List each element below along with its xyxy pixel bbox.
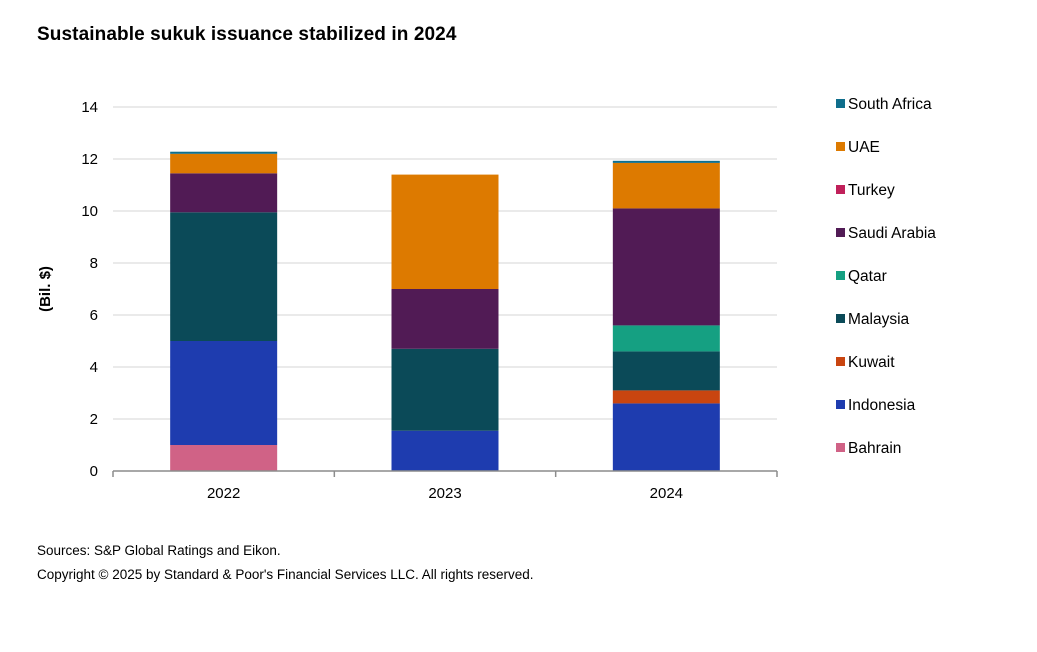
copyright-note: Copyright © 2025 by Standard & Poor's Fi… bbox=[37, 567, 534, 582]
legend-swatch bbox=[836, 142, 845, 151]
legend-label: Qatar bbox=[848, 268, 887, 285]
bar-segment-uae bbox=[391, 174, 499, 289]
y-tick-label: 0 bbox=[90, 463, 98, 480]
y-tick-label: 12 bbox=[81, 151, 98, 168]
y-tick-label: 10 bbox=[81, 203, 98, 220]
bar-segment-qatar bbox=[612, 325, 720, 352]
bar-segment-malaysia bbox=[391, 348, 499, 431]
bar-segment-saudi-arabia bbox=[612, 208, 720, 326]
legend-label: South Africa bbox=[848, 96, 932, 113]
bar-segment-uae bbox=[170, 153, 278, 174]
bar-segment-kuwait bbox=[612, 390, 720, 404]
y-tick-label: 14 bbox=[81, 99, 98, 116]
x-tick-label: 2022 bbox=[207, 485, 240, 502]
legend-swatch bbox=[836, 443, 845, 452]
legend-swatch bbox=[836, 314, 845, 323]
bar-segment-indonesia bbox=[170, 341, 278, 445]
chart-title: Sustainable sukuk issuance stabilized in… bbox=[37, 24, 457, 45]
legend-label: Turkey bbox=[848, 182, 895, 199]
legend-label: UAE bbox=[848, 139, 880, 156]
bar-segment-malaysia bbox=[612, 351, 720, 391]
legend-swatch bbox=[836, 99, 845, 108]
y-axis-label: (Bil. $) bbox=[37, 266, 54, 312]
legend-swatch bbox=[836, 357, 845, 366]
legend-swatch bbox=[836, 400, 845, 409]
legend-label: Malaysia bbox=[848, 311, 910, 328]
legend-label: Kuwait bbox=[848, 354, 895, 371]
legend-swatch bbox=[836, 271, 845, 280]
legend-swatch bbox=[836, 228, 845, 237]
legend-label: Saudi Arabia bbox=[848, 225, 936, 242]
legend-label: Bahrain bbox=[848, 440, 901, 457]
legend-swatch bbox=[836, 185, 845, 194]
bar-segment-south-africa bbox=[612, 160, 720, 163]
x-tick-label: 2023 bbox=[428, 485, 461, 502]
bar-segment-indonesia bbox=[391, 430, 499, 471]
y-tick-label: 8 bbox=[90, 255, 98, 272]
y-tick-label: 6 bbox=[90, 307, 98, 324]
bar-segment-bahrain bbox=[170, 445, 278, 471]
y-tick-label: 4 bbox=[90, 359, 98, 376]
bar-segment-uae bbox=[612, 162, 720, 209]
x-tick-label: 2024 bbox=[650, 485, 683, 502]
y-tick-label: 2 bbox=[90, 411, 98, 428]
legend-label: Indonesia bbox=[848, 397, 916, 414]
sources-note: Sources: S&P Global Ratings and Eikon. bbox=[37, 543, 281, 558]
bar-segment-saudi-arabia bbox=[391, 289, 499, 349]
bar-segment-indonesia bbox=[612, 403, 720, 471]
bar-segment-saudi-arabia bbox=[170, 173, 278, 213]
bar-segment-malaysia bbox=[170, 212, 278, 341]
bar-segment-south-africa bbox=[170, 151, 278, 154]
